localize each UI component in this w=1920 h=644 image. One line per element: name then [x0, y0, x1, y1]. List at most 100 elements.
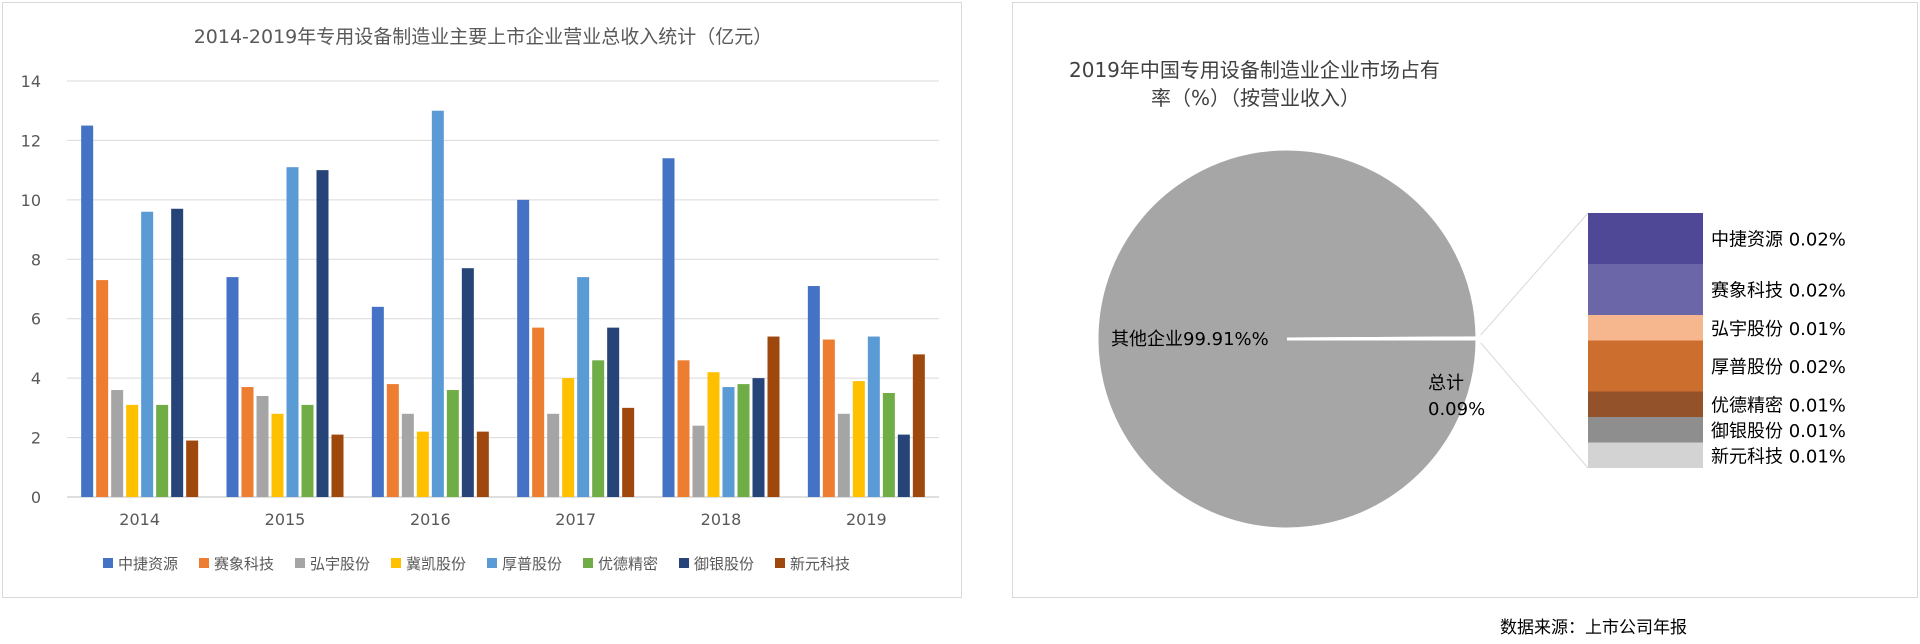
- pie-slice-label-other: 其他企业99.91%%: [1111, 329, 1269, 350]
- bar-2014-新元科技: [186, 440, 199, 497]
- bar-2017-赛象科技: [532, 327, 545, 497]
- bar-2018-厚普股份: [722, 387, 735, 497]
- breakdown-label-3: 厚普股份 0.02%: [1711, 357, 1846, 378]
- bar-2016-御银股份: [461, 268, 474, 497]
- y-tick-label: 12: [21, 131, 41, 150]
- legend-label: 优德精密: [598, 555, 658, 573]
- y-tick-label: 14: [21, 72, 41, 91]
- pie-chart-title-line2: 率（%）（按营业收入）: [1151, 86, 1360, 110]
- bar-2015-弘宇股份: [256, 395, 269, 497]
- legend-swatch: [775, 558, 785, 568]
- bar-chart: 2014-2019年专用设备制造业主要上市企业营业总收入统计（亿元） 0 2 4 6 8 1…: [21, 26, 939, 573]
- breakdown-label-6: 新元科技 0.01%: [1711, 446, 1846, 467]
- y-tick-label: 4: [31, 369, 41, 388]
- x-tick-label: 2017: [555, 510, 596, 529]
- breakdown-segment-4: [1588, 391, 1703, 417]
- bar-2019-厚普股份: [867, 336, 880, 497]
- bar-2014-中捷资源: [81, 125, 94, 498]
- bar-2018-赛象科技: [677, 360, 690, 497]
- legend-swatch: [487, 558, 497, 568]
- breakdown-segment-0: [1588, 213, 1703, 264]
- bar-2015-赛象科技: [241, 387, 254, 497]
- legend-label: 厚普股份: [502, 555, 562, 573]
- bar-2015-新元科技: [331, 434, 344, 497]
- bar-2017-优德精密: [592, 360, 605, 497]
- bar-2017-御银股份: [607, 327, 620, 497]
- connector-line-bottom: [1480, 342, 1589, 469]
- pie-total-value: 0.09%: [1428, 399, 1485, 420]
- pie-slice-1: [1286, 336, 1479, 341]
- bar-2019-赛象科技: [822, 339, 835, 497]
- legend-swatch: [679, 558, 689, 568]
- bar-2018-优德精密: [737, 384, 750, 497]
- bar-2019-弘宇股份: [837, 413, 850, 497]
- breakdown-label-4: 优德精密 0.01%: [1711, 395, 1846, 416]
- bar-2016-新元科技: [476, 431, 489, 497]
- bar-chart-title: 2014-2019年专用设备制造业主要上市企业营业总收入统计（亿元）: [194, 26, 773, 48]
- bar-2018-冀凯股份: [707, 372, 720, 497]
- bar-2017-新元科技: [622, 407, 635, 497]
- legend-label: 新元科技: [790, 555, 850, 573]
- x-tick-label: 2015: [265, 510, 306, 529]
- legend-label: 中捷资源: [118, 555, 178, 573]
- bar-2015-御银股份: [316, 170, 329, 497]
- legend-swatch: [199, 558, 209, 568]
- legend-label: 御银股份: [694, 555, 754, 573]
- breakdown-label-0: 中捷资源 0.02%: [1711, 230, 1846, 251]
- bar-2019-御银股份: [897, 434, 910, 497]
- breakdown-segment-6: [1588, 442, 1703, 468]
- bar-2018-御银股份: [752, 378, 765, 497]
- source-note: 数据来源：上市公司年报: [1500, 618, 1687, 638]
- pie-chart-title-line1: 2019年中国专用设备制造业企业市场占有: [1069, 58, 1440, 82]
- bar-2017-厚普股份: [577, 277, 590, 497]
- y-tick-label: 10: [21, 191, 41, 210]
- bar-2016-厚普股份: [431, 110, 444, 497]
- bar-2016-冀凯股份: [416, 431, 429, 497]
- bar-2015-优德精密: [301, 404, 314, 497]
- x-tick-label: 2018: [701, 510, 742, 529]
- breakdown-segment-1: [1588, 264, 1703, 315]
- bar-2018-新元科技: [767, 336, 780, 497]
- bar-2019-中捷资源: [807, 286, 820, 497]
- breakdown-label-1: 赛象科技 0.02%: [1711, 281, 1846, 302]
- y-tick-label: 6: [31, 310, 41, 329]
- breakdown-segment-5: [1588, 417, 1703, 443]
- bar-chart-panel: 2014-2019年专用设备制造业主要上市企业营业总收入统计（亿元） 0 2 4 6 8 1…: [2, 2, 962, 598]
- x-tick-label: 2014: [119, 510, 160, 529]
- breakdown-segment-2: [1588, 315, 1703, 341]
- bar-2014-御银股份: [171, 208, 184, 497]
- bar-2018-弘宇股份: [692, 425, 705, 497]
- bar-2014-弘宇股份: [111, 390, 124, 497]
- breakdown-segment-3: [1588, 340, 1703, 392]
- legend-label: 赛象科技: [214, 555, 274, 573]
- legend-label: 弘宇股份: [310, 555, 370, 573]
- bar-2016-中捷资源: [371, 306, 384, 497]
- y-tick-label: 0: [31, 488, 41, 507]
- bar-2016-弘宇股份: [401, 413, 414, 497]
- bar-2015-厚普股份: [286, 167, 299, 497]
- bar-2017-中捷资源: [517, 199, 530, 497]
- bar-2015-冀凯股份: [271, 413, 284, 497]
- bar-2017-冀凯股份: [562, 378, 575, 497]
- x-tick-label: 2019: [846, 510, 887, 529]
- bar-2019-优德精密: [882, 393, 895, 497]
- bar-2015-中捷资源: [226, 277, 239, 497]
- bar-2019-冀凯股份: [852, 381, 865, 497]
- bar-2014-冀凯股份: [126, 404, 139, 497]
- legend-swatch: [391, 558, 401, 568]
- bar-2017-弘宇股份: [547, 413, 560, 497]
- connector-line-top: [1480, 212, 1589, 336]
- bar-2018-中捷资源: [662, 158, 675, 497]
- legend-swatch: [583, 558, 593, 568]
- legend-label: 冀凯股份: [406, 555, 466, 573]
- bar-2019-新元科技: [912, 354, 925, 497]
- pie-chart-panel: 2019年中国专用设备制造业企业市场占有 率（%）（按营业收入） 其他企业99.91…: [1012, 2, 1918, 598]
- pie-total-label: 总计: [1428, 373, 1464, 394]
- breakdown-label-2: 弘宇股份 0.01%: [1711, 319, 1846, 340]
- legend-swatch: [295, 558, 305, 568]
- breakdown-label-5: 御银股份 0.01%: [1711, 421, 1846, 442]
- bar-2014-优德精密: [156, 404, 169, 497]
- y-tick-label: 2: [31, 429, 41, 448]
- bar-2014-赛象科技: [96, 280, 109, 497]
